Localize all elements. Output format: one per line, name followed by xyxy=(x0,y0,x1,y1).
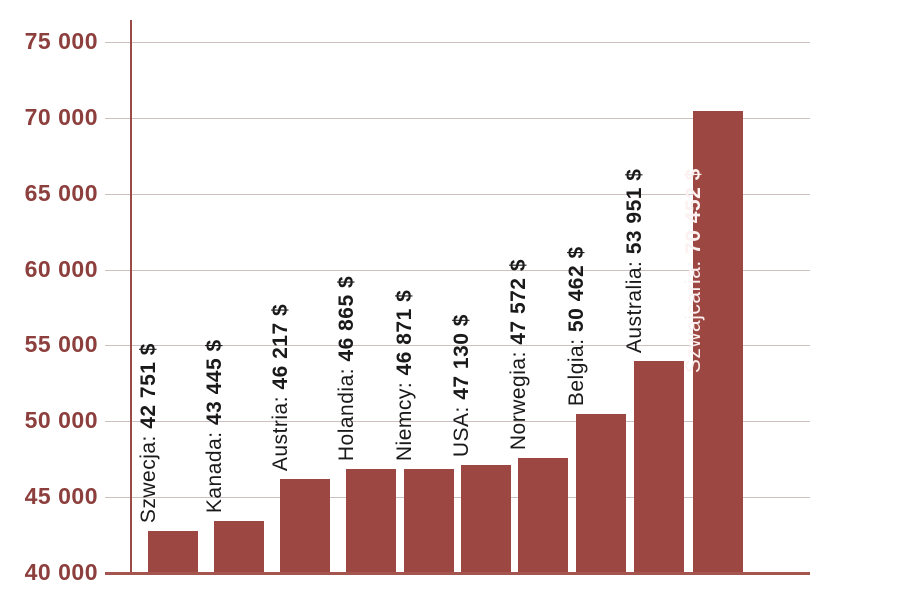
bar-kanada: Kanada: 43 445 $ xyxy=(203,339,264,573)
bar-category-text: Norwegia: xyxy=(506,344,530,451)
bar-szwecja: Szwecja: 42 751 $ xyxy=(137,343,198,573)
bar-label-australia: Australia: 53 951 $ xyxy=(623,169,647,354)
bar-value-text: 47 572 $ xyxy=(506,258,530,345)
y-gridline xyxy=(105,345,810,347)
bar-value-text: 42 751 $ xyxy=(136,343,160,429)
x-axis-baseline xyxy=(105,572,810,575)
y-tick-label: 45 000 xyxy=(24,483,98,510)
bar-label-belgia: Belgia: 50 462 $ xyxy=(565,246,589,406)
bar-usa: USA: 47 130 $ xyxy=(450,314,511,573)
bar-label-szwajcaria: Szwajcaria: 70 452 $ xyxy=(682,168,706,373)
bar-szwajcaria: Szwajcaria: 70 452 $ xyxy=(682,110,743,573)
bar-belgia: Belgia: 50 462 $ xyxy=(565,246,626,573)
bar-label-szwecja: Szwecja: 42 751 $ xyxy=(137,343,161,523)
bar-value-text: 53 951 $ xyxy=(622,168,646,255)
y-tick-label: 75 000 xyxy=(24,28,98,54)
y-tick-label: 60 000 xyxy=(24,255,98,282)
bar-label-austria: Austria: 46 217 $ xyxy=(269,303,293,470)
bar-category-text: Niemcy: xyxy=(392,375,416,461)
bar-category-text: Australia: xyxy=(622,254,646,354)
bar-label-holandia: Holandia: 46 865 $ xyxy=(335,276,359,461)
y-gridline xyxy=(105,117,810,119)
bar-category-text: Kanada: xyxy=(202,424,226,513)
y-axis-line xyxy=(130,20,132,573)
bar-label-usa: USA: 47 130 $ xyxy=(450,314,474,457)
y-tick-label: 50 000 xyxy=(24,407,98,434)
bar-austria: Austria: 46 217 $ xyxy=(269,303,330,573)
bar-category-text: USA: xyxy=(449,399,473,457)
bar-niemcy: Niemcy: 46 871 $ xyxy=(393,289,454,573)
y-tick-label: 55 000 xyxy=(24,331,98,358)
bar-value-text: 46 865 $ xyxy=(334,275,358,362)
bar-value-text: 43 445 $ xyxy=(202,338,226,425)
bar-category-text: Szwajcaria: xyxy=(681,253,705,373)
bar-norwegia: Norwegia: 47 572 $ xyxy=(507,259,568,573)
y-gridline xyxy=(105,497,810,499)
bar-value-text: 46 217 $ xyxy=(268,303,292,390)
y-tick-label: 70 000 xyxy=(24,103,98,130)
bar-label-kanada: Kanada: 43 445 $ xyxy=(203,339,227,513)
bar-category-text: Belgia: xyxy=(564,332,588,407)
bar-category-text: Szwecja: xyxy=(136,428,160,524)
y-tick-label: 65 000 xyxy=(24,179,98,206)
bar-value-text: 47 130 $ xyxy=(449,313,473,400)
y-gridline xyxy=(105,42,810,43)
y-tick-label: 40 000 xyxy=(24,559,98,585)
bar-holandia: Holandia: 46 865 $ xyxy=(335,276,396,573)
bar-australia: Australia: 53 951 $ xyxy=(623,169,684,573)
bar-label-norwegia: Norwegia: 47 572 $ xyxy=(507,259,531,450)
bar-value-text: 46 871 $ xyxy=(392,289,416,376)
bar-category-text: Holandia: xyxy=(334,361,358,461)
bar-label-niemcy: Niemcy: 46 871 $ xyxy=(393,289,417,460)
bar-category-text: Austria: xyxy=(268,389,292,471)
y-gridline xyxy=(105,193,810,195)
y-gridline xyxy=(105,421,810,423)
bar-value-text: 70 452 $ xyxy=(681,168,705,254)
y-gridline xyxy=(105,269,810,271)
bar-value-text: 50 462 $ xyxy=(564,246,588,333)
